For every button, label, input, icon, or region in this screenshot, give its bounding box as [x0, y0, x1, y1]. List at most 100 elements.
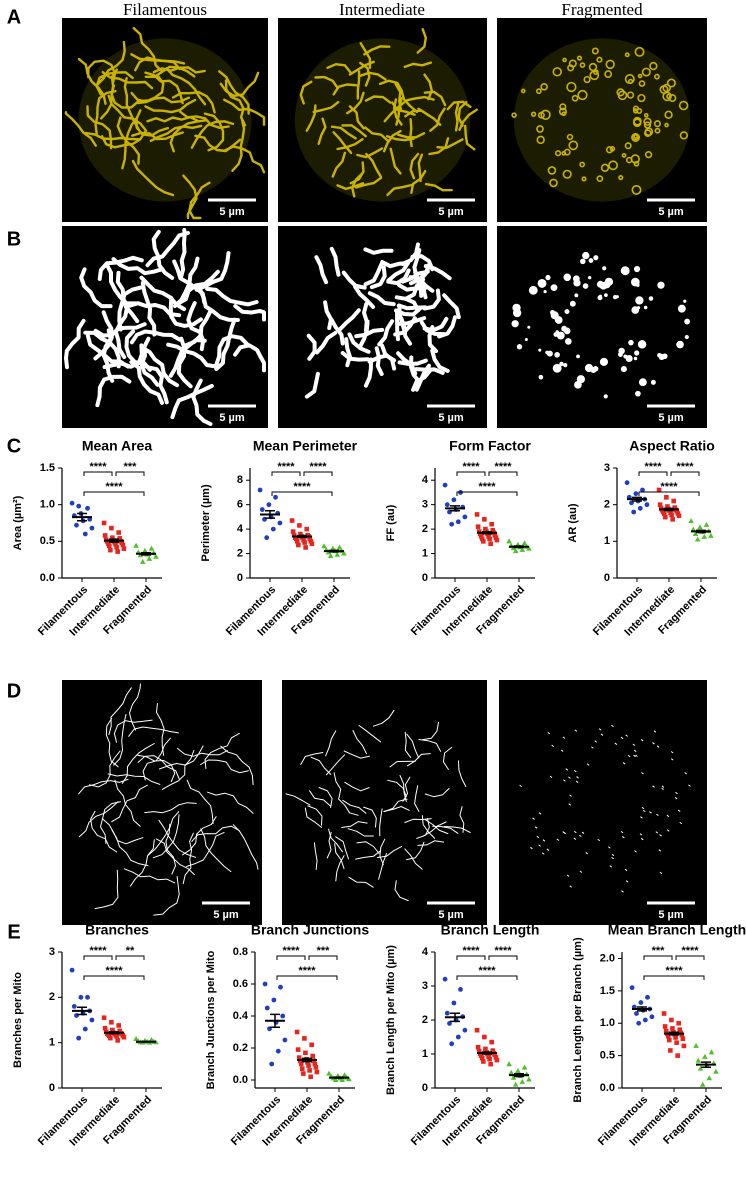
- mitochondrion: [317, 117, 327, 145]
- data-point: [486, 534, 491, 539]
- error-bar: [669, 1031, 679, 1036]
- mitochondrion: [620, 266, 630, 276]
- mitochondrion: [341, 124, 367, 138]
- data-point: [490, 528, 496, 533]
- mitochondrion: [599, 357, 608, 366]
- data-point: [266, 502, 272, 508]
- mitochondrion: [387, 779, 407, 798]
- y-tick-label: 0: [422, 1082, 428, 1094]
- data-point: [624, 480, 630, 486]
- significance-label: ****: [478, 481, 496, 493]
- mitochondrion: [356, 841, 380, 854]
- y-tick-label: 1: [422, 547, 428, 559]
- chart-title: Mean Branch Length: [608, 922, 746, 938]
- mitochondrion: [600, 733, 604, 736]
- y-tick-label: 1: [422, 1048, 428, 1060]
- data-point: [121, 546, 127, 551]
- y-tick-label: 2: [422, 523, 428, 535]
- data-point: [645, 994, 650, 1000]
- mitochondrion: [328, 828, 343, 853]
- mitochondrion: [113, 305, 129, 360]
- y-tick-label: 1.5: [40, 462, 55, 474]
- significance-bracket: [271, 471, 301, 476]
- data-point: [526, 545, 532, 551]
- mitochondrion: [402, 776, 411, 802]
- data-point: [665, 1033, 671, 1039]
- data-point: [640, 487, 645, 493]
- mitochondrion: [677, 304, 686, 313]
- mitochondrion: [552, 67, 562, 77]
- mitochondrion: [362, 302, 369, 333]
- mitochondrion: [356, 147, 384, 159]
- mitochondrion: [549, 775, 553, 779]
- data-point: [101, 520, 107, 526]
- data-point: [449, 1041, 455, 1047]
- significance-label: ****: [681, 945, 699, 957]
- data-point: [482, 517, 487, 522]
- mitochondrion: [142, 737, 171, 781]
- data-point: [515, 1068, 521, 1073]
- data-point: [521, 540, 528, 546]
- mitochondrion: [131, 159, 175, 197]
- mitochondrion: [432, 825, 459, 834]
- mitochondrion: [179, 110, 230, 129]
- mitochondrion: [621, 152, 627, 158]
- y-tick-label: 0: [237, 572, 243, 584]
- mitochondrion: [670, 751, 674, 754]
- error-bar: [77, 1006, 87, 1016]
- mitochondrion: [584, 363, 594, 373]
- mitochondrion: [169, 119, 207, 153]
- mitochondrion: [406, 95, 435, 102]
- data-point: [492, 532, 498, 538]
- mitochondrion: [423, 90, 447, 107]
- data-point: [297, 523, 302, 528]
- mitochondrion: [633, 749, 637, 752]
- mitochondrion: [684, 334, 689, 340]
- data-point: [264, 1005, 270, 1011]
- data-point: [257, 487, 263, 493]
- mitochondrion: [182, 832, 194, 885]
- data-point: [321, 543, 327, 549]
- data-point: [455, 519, 461, 525]
- mitochondrion: [363, 357, 373, 388]
- data-point: [506, 538, 512, 544]
- significance-bracket: [83, 975, 145, 980]
- data-point: [475, 524, 481, 529]
- error-bar: [450, 1012, 460, 1023]
- data-point: [663, 1028, 669, 1034]
- error-bar: [696, 529, 706, 534]
- data-point: [462, 514, 468, 520]
- y-tick-label: 2: [237, 547, 243, 559]
- mitochondrion: [410, 254, 435, 272]
- mitochondrion: [181, 816, 217, 856]
- mitochondrion: [532, 817, 535, 820]
- y-tick-label: 0.5: [40, 535, 55, 547]
- mitochondrion: [636, 107, 643, 114]
- mitochondrion: [625, 734, 628, 737]
- mitochondrion: [620, 830, 624, 834]
- mitochondrion: [344, 781, 370, 792]
- mitochondrion: [94, 90, 117, 135]
- mitochondrion: [585, 852, 589, 855]
- mitochondrion: [341, 270, 367, 290]
- panel-label: E: [7, 921, 20, 943]
- significance-bracket: [115, 471, 145, 476]
- data-point: [489, 1039, 494, 1045]
- mitochondrion: [677, 809, 681, 812]
- mitochondrion: [325, 730, 337, 757]
- column-title: Filamentous: [123, 0, 207, 19]
- mitochondrion: [543, 289, 547, 294]
- scale-bar-label: 5 µm: [658, 412, 684, 424]
- mitochondrion: [566, 133, 574, 141]
- mitochondrion: [666, 78, 676, 88]
- mitochondrion: [409, 118, 413, 148]
- mitochondrion: [664, 122, 669, 128]
- mitochondrion: [309, 790, 331, 807]
- mitochondrion: [511, 112, 517, 118]
- mitochondrion: [115, 270, 140, 324]
- panel-label: A: [7, 6, 21, 28]
- mitochondrion: [421, 815, 436, 839]
- data-point: [483, 526, 488, 532]
- mitochondrion: [537, 278, 547, 288]
- data-point: [708, 1049, 715, 1055]
